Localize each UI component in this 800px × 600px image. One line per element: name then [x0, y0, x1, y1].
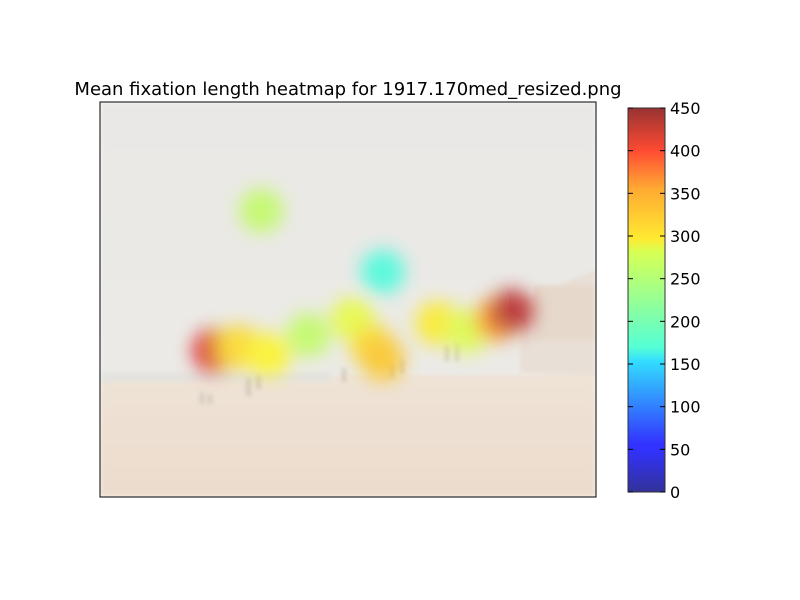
colorbar-tick-label: 450 [670, 99, 701, 118]
chart-title: Mean fixation length heatmap for 1917.17… [74, 79, 621, 100]
hotspot-11 [360, 249, 405, 294]
hotspot-2 [246, 332, 291, 377]
colorbar-tick-label: 350 [670, 184, 701, 203]
hotspot-6 [360, 336, 405, 381]
hotspot-12 [239, 188, 284, 233]
heatmap-hotspots [192, 188, 534, 381]
colorbar-tick-label: 0 [670, 483, 680, 502]
colorbar-tick-label: 400 [670, 142, 701, 161]
colorbar-tick-label: 250 [670, 270, 701, 289]
colorbar-tick-label: 300 [670, 227, 701, 246]
colorbar-ticks: 0 50 100 150 200 250 300 350 400 450 [628, 99, 701, 502]
colorbar [627, 107, 666, 493]
colorbar-tick-label: 150 [670, 355, 701, 374]
colorbar-tick-label: 50 [670, 440, 690, 459]
colorbar-tick-label: 100 [670, 398, 701, 417]
colorbar-tick-label: 200 [670, 312, 701, 331]
hotspot-3 [286, 313, 331, 358]
hotspot-10 [489, 289, 534, 334]
plot-area [100, 102, 596, 497]
plot-frame [99, 101, 597, 498]
